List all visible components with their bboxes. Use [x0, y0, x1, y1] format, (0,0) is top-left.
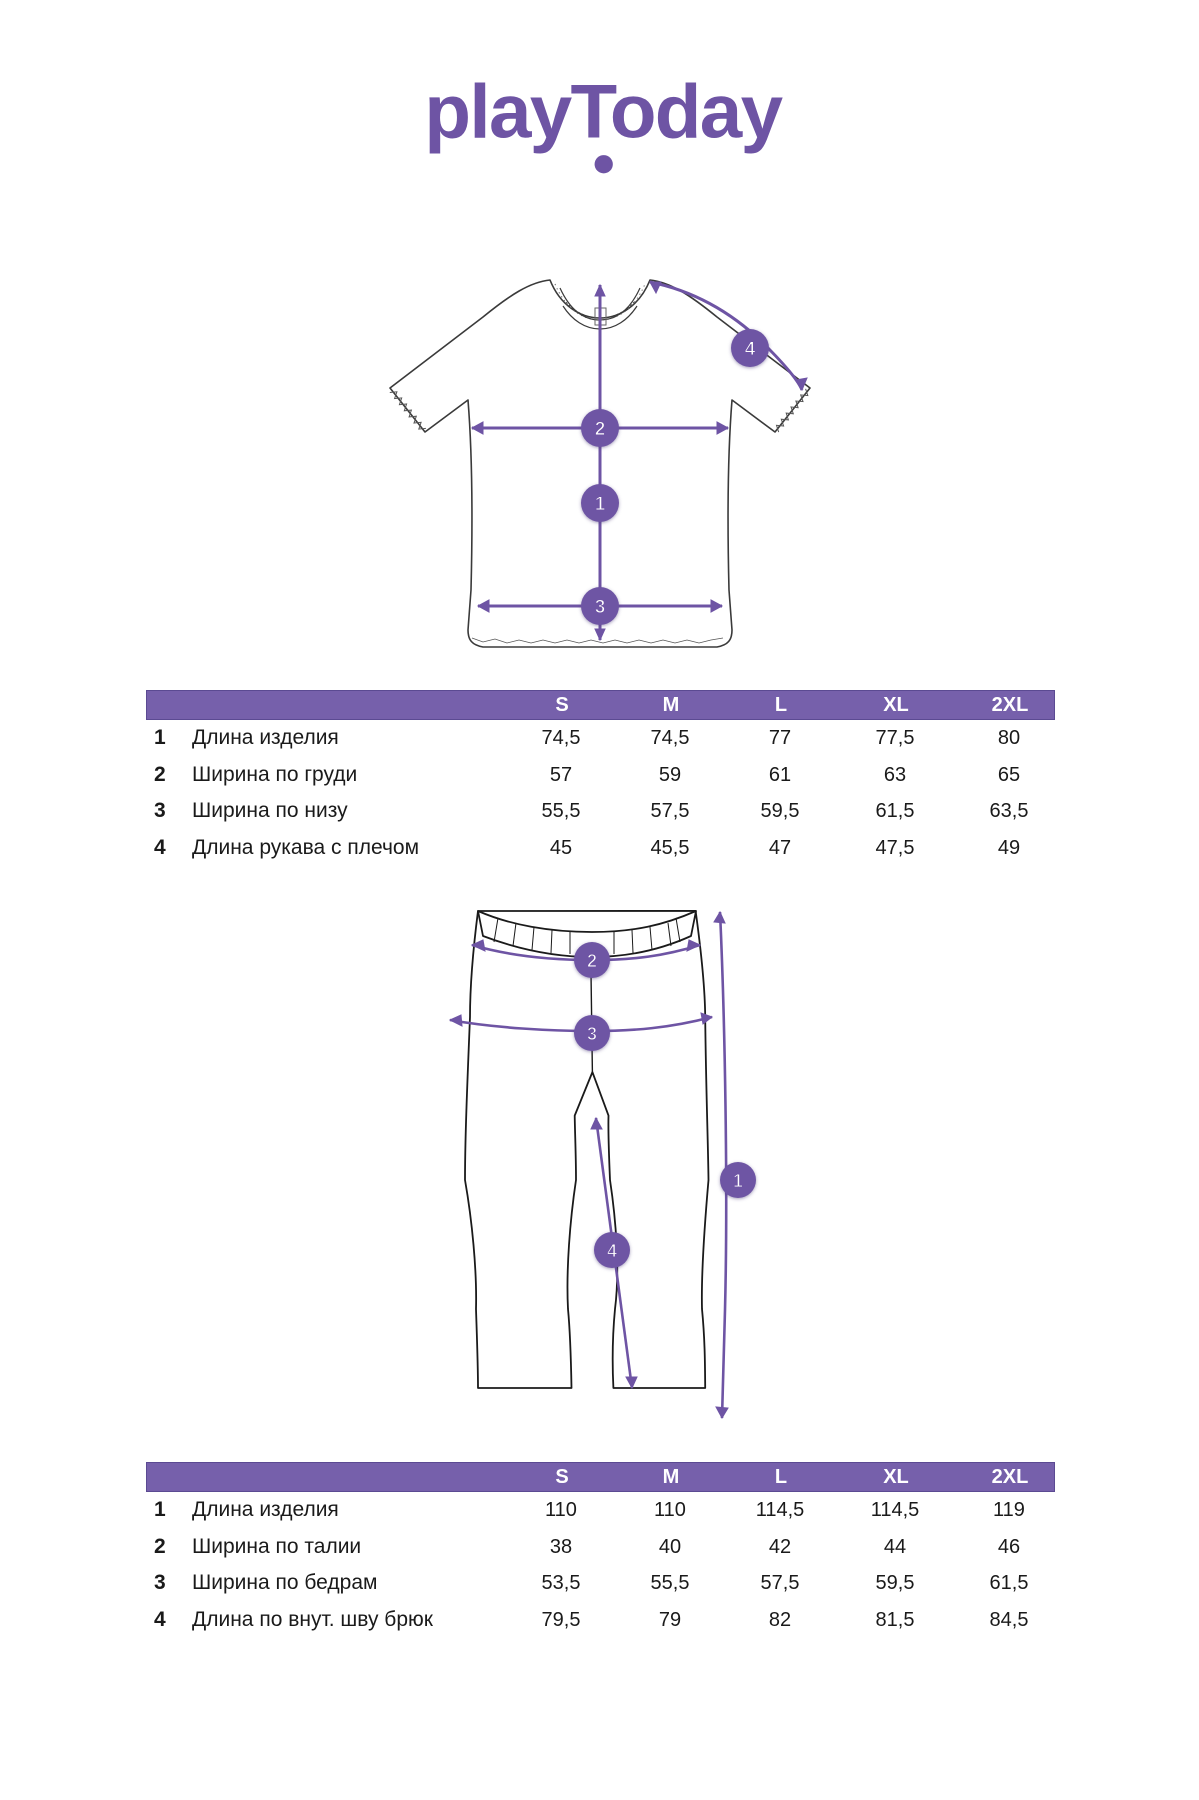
- svg-text:3: 3: [587, 1024, 597, 1044]
- svg-text:4: 4: [607, 1241, 617, 1261]
- svg-text:2: 2: [587, 951, 597, 971]
- svg-text:play: play: [424, 70, 572, 155]
- svg-text:1: 1: [733, 1171, 743, 1191]
- svg-text:4: 4: [745, 339, 756, 360]
- svg-text:2: 2: [595, 419, 606, 440]
- svg-text:Today: Today: [571, 70, 784, 155]
- svg-text:1: 1: [595, 494, 606, 515]
- svg-text:3: 3: [595, 597, 606, 618]
